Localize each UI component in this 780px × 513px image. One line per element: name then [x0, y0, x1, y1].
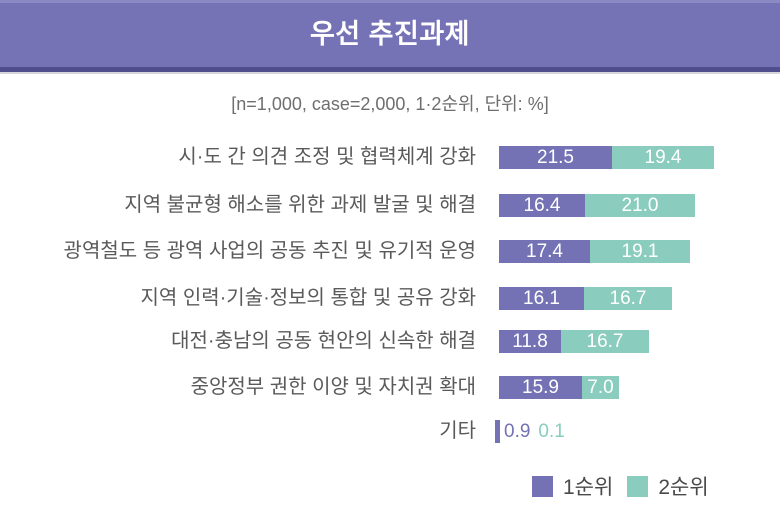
second-rank-segment: 19.1	[590, 240, 690, 263]
category-label: 대전·충남의 공동 현안의 신속한 해결	[171, 330, 476, 352]
second-rank-value: 0.1	[538, 421, 565, 442]
first-rank-segment	[495, 420, 500, 443]
second-rank-segment: 16.7	[561, 330, 649, 353]
first-rank-segment: 15.9	[499, 376, 582, 399]
bar-row: 대전·충남의 공동 현안의 신속한 해결 11.8 16.7	[0, 330, 780, 353]
bar-segments: 16.1 16.7	[499, 287, 672, 310]
category-label: 기타	[439, 420, 476, 442]
outside-values: 0.9 0.1	[504, 420, 565, 443]
bar-row: 지역 불균형 해소를 위한 과제 발굴 및 해결 16.4 21.0	[0, 194, 780, 217]
bar-segments: 0.9 0.1	[495, 420, 565, 443]
second-rank-segment: 19.4	[612, 146, 714, 169]
bar-segments: 15.9 7.0	[499, 376, 619, 399]
first-rank-segment: 16.4	[499, 194, 585, 217]
second-rank-segment: 16.7	[584, 287, 672, 310]
bar-segments: 21.5 19.4	[499, 146, 714, 169]
category-label: 지역 불균형 해소를 위한 과제 발굴 및 해결	[124, 194, 476, 216]
category-label: 지역 인력·기술·정보의 통합 및 공유 강화	[140, 287, 476, 309]
bar-row: 중앙정부 권한 이양 및 자치권 확대 15.9 7.0	[0, 376, 780, 399]
sample-note: [n=1,000, case=2,000, 1·2순위, 단위: %]	[231, 94, 549, 114]
category-label: 중앙정부 권한 이양 및 자치권 확대	[190, 376, 476, 398]
bar-row: 시·도 간 의견 조정 및 협력체계 강화 21.5 19.4	[0, 146, 780, 169]
bar-row: 광역철도 등 광역 사업의 공동 추진 및 유기적 운영 17.4 19.1	[0, 240, 780, 263]
chart-legend: 1순위 2순위	[532, 471, 709, 501]
second-rank-segment: 7.0	[582, 376, 619, 399]
page-title: 우선 추진과제	[309, 19, 471, 49]
chart-title-banner: 우선 추진과제	[0, 0, 780, 72]
bar-segments: 11.8 16.7	[499, 330, 649, 353]
category-label: 광역철도 등 광역 사업의 공동 추진 및 유기적 운영	[63, 240, 476, 262]
bar-segments: 17.4 19.1	[499, 240, 690, 263]
legend-swatch-first-rank	[532, 475, 553, 497]
first-rank-segment: 16.1	[499, 287, 584, 310]
first-rank-value: 0.9	[504, 421, 531, 442]
legend-swatch-second-rank	[627, 475, 649, 497]
legend-label-first-rank: 1순위	[563, 476, 614, 499]
bar-row: 지역 인력·기술·정보의 통합 및 공유 강화 16.1 16.7	[0, 287, 780, 310]
first-rank-segment: 21.5	[499, 146, 612, 169]
category-label: 시·도 간 의견 조정 및 협력체계 강화	[178, 146, 476, 168]
legend-item-second-rank: 2순위	[627, 471, 709, 501]
bar-row: 기타 0.9 0.1	[0, 420, 780, 443]
second-rank-segment: 21.0	[585, 194, 695, 217]
legend-item-first-rank: 1순위	[532, 471, 613, 501]
first-rank-segment: 11.8	[499, 330, 561, 353]
first-rank-segment: 17.4	[499, 240, 590, 263]
legend-label-second-rank: 2순위	[658, 476, 709, 499]
bar-segments: 16.4 21.0	[499, 194, 695, 217]
